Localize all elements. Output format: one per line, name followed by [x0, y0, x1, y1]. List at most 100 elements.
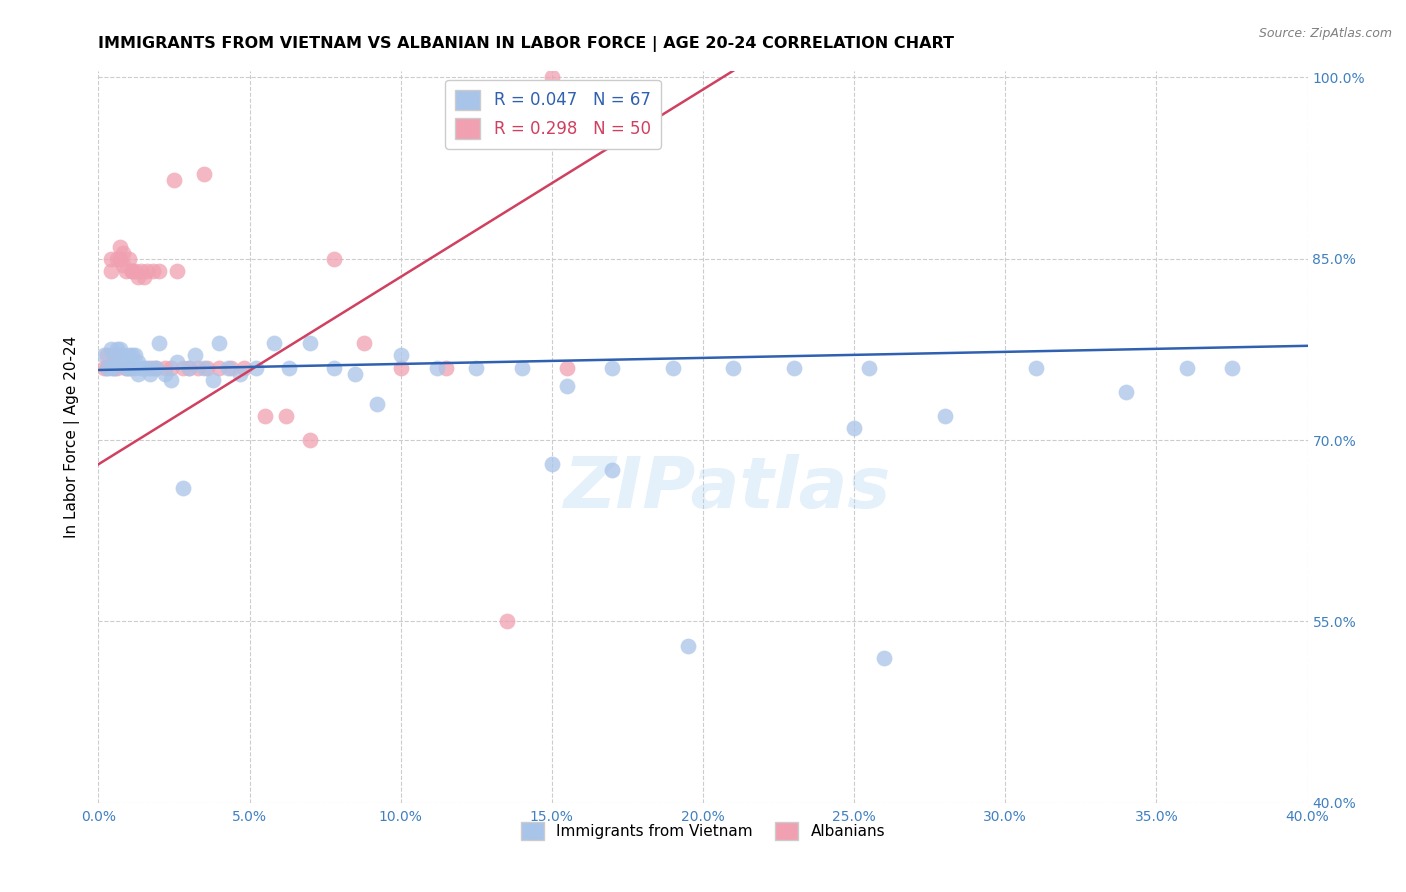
Point	[114, 360, 136, 375]
Point	[103, 349, 125, 363]
Point	[1220, 360, 1243, 375]
Point	[139, 360, 162, 375]
Point	[129, 264, 152, 278]
Point	[139, 367, 162, 381]
Point	[723, 360, 745, 375]
Point	[114, 360, 136, 375]
Point	[858, 360, 880, 375]
Point	[193, 167, 215, 181]
Point	[105, 343, 128, 357]
Point	[105, 252, 128, 266]
Point	[323, 360, 346, 375]
Point	[934, 409, 956, 423]
Point	[166, 354, 188, 368]
Point	[148, 264, 170, 278]
Point	[111, 354, 134, 368]
Point	[366, 397, 388, 411]
Point	[124, 264, 146, 278]
Point	[103, 349, 125, 363]
Point	[132, 360, 155, 375]
Point	[100, 360, 122, 375]
Point	[202, 373, 225, 387]
Point	[103, 360, 125, 375]
Point	[277, 360, 299, 375]
Point	[844, 421, 866, 435]
Point	[163, 173, 186, 187]
Point	[96, 360, 118, 375]
Point	[124, 360, 146, 375]
Point	[602, 463, 624, 477]
Point	[142, 360, 165, 375]
Point	[323, 252, 346, 266]
Point	[208, 336, 231, 351]
Point	[132, 269, 155, 284]
Point	[555, 378, 578, 392]
Point	[465, 360, 488, 375]
Point	[208, 360, 231, 375]
Point	[100, 343, 122, 357]
Legend: Immigrants from Vietnam, Albanians: Immigrants from Vietnam, Albanians	[515, 815, 891, 847]
Point	[540, 70, 562, 85]
Point	[103, 360, 125, 375]
Point	[145, 360, 167, 375]
Point	[111, 349, 134, 363]
Point	[121, 360, 143, 375]
Point	[263, 336, 285, 351]
Point	[108, 349, 131, 363]
Point	[160, 373, 183, 387]
Point	[160, 360, 183, 375]
Point	[184, 349, 207, 363]
Point	[299, 433, 322, 447]
Point	[96, 349, 118, 363]
Point	[100, 264, 122, 278]
Point	[127, 269, 149, 284]
Point	[676, 639, 699, 653]
Point	[142, 264, 165, 278]
Point	[121, 264, 143, 278]
Text: ZIPatlas: ZIPatlas	[564, 454, 891, 523]
Text: Source: ZipAtlas.com: Source: ZipAtlas.com	[1258, 27, 1392, 40]
Point	[93, 360, 115, 375]
Point	[274, 409, 297, 423]
Point	[245, 360, 267, 375]
Point	[1115, 384, 1137, 399]
Point	[145, 360, 167, 375]
Point	[118, 252, 141, 266]
Point	[96, 360, 118, 375]
Point	[221, 360, 243, 375]
Point	[783, 360, 806, 375]
Point	[93, 349, 115, 363]
Point	[100, 252, 122, 266]
Point	[187, 360, 209, 375]
Point	[129, 360, 152, 375]
Point	[495, 615, 517, 629]
Point	[179, 360, 201, 375]
Point	[118, 360, 141, 375]
Point	[195, 360, 218, 375]
Point	[389, 360, 412, 375]
Point	[179, 360, 201, 375]
Point	[540, 457, 562, 471]
Point	[193, 360, 215, 375]
Point	[114, 354, 136, 368]
Point	[1175, 360, 1198, 375]
Point	[555, 360, 578, 375]
Text: IMMIGRANTS FROM VIETNAM VS ALBANIAN IN LABOR FORCE | AGE 20-24 CORRELATION CHART: IMMIGRANTS FROM VIETNAM VS ALBANIAN IN L…	[98, 36, 955, 52]
Point	[1024, 360, 1046, 375]
Point	[108, 252, 131, 266]
Point	[232, 360, 254, 375]
Point	[127, 367, 149, 381]
Point	[105, 360, 128, 375]
Point	[510, 360, 533, 375]
Point	[602, 360, 624, 375]
Point	[166, 264, 188, 278]
Point	[217, 360, 239, 375]
Point	[434, 360, 457, 375]
Point	[135, 360, 157, 375]
Point	[426, 360, 449, 375]
Point	[172, 360, 194, 375]
Point	[127, 354, 149, 368]
Point	[661, 360, 683, 375]
Point	[153, 367, 176, 381]
Point	[389, 349, 412, 363]
